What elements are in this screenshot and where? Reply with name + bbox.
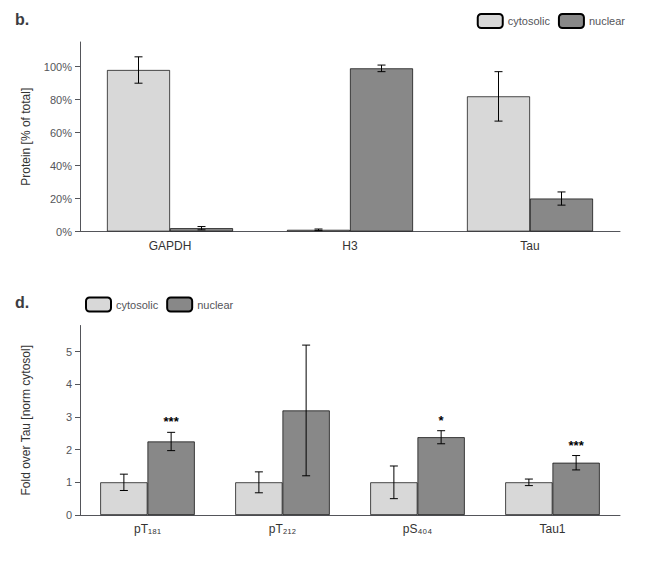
svg-text:GAPDH: GAPDH bbox=[149, 239, 192, 253]
svg-text:Protein [% of total]: Protein [% of total] bbox=[19, 88, 33, 186]
svg-text:***: *** bbox=[164, 414, 180, 429]
svg-text:b.: b. bbox=[15, 11, 29, 28]
svg-text:0%: 0% bbox=[56, 226, 72, 238]
svg-text:H3: H3 bbox=[342, 239, 358, 253]
svg-text:40%: 40% bbox=[50, 160, 72, 172]
svg-text:1: 1 bbox=[66, 476, 72, 488]
svg-text:cytosolic: cytosolic bbox=[508, 15, 551, 27]
svg-text:nuclear: nuclear bbox=[197, 299, 233, 311]
svg-text:Fold over Tau [norm cytosol]: Fold over Tau [norm cytosol] bbox=[19, 345, 33, 496]
svg-text:pT₁₈₁: pT₁₈₁ bbox=[134, 522, 161, 536]
svg-text:*: * bbox=[439, 413, 445, 428]
svg-text:pS₄₀₄: pS₄₀₄ bbox=[403, 522, 433, 536]
svg-text:20%: 20% bbox=[50, 193, 72, 205]
svg-text:2: 2 bbox=[66, 444, 72, 456]
svg-text:5: 5 bbox=[66, 346, 72, 358]
svg-text:Tau: Tau bbox=[520, 239, 539, 253]
svg-text:d.: d. bbox=[15, 294, 29, 311]
svg-text:pT₂₁₂: pT₂₁₂ bbox=[269, 522, 297, 536]
svg-text:cytosolic: cytosolic bbox=[116, 299, 159, 311]
svg-text:60%: 60% bbox=[50, 127, 72, 139]
svg-text:nuclear: nuclear bbox=[589, 15, 625, 27]
svg-text:***: *** bbox=[569, 438, 585, 453]
svg-text:3: 3 bbox=[66, 411, 72, 423]
svg-text:Tau1: Tau1 bbox=[539, 522, 565, 536]
svg-text:4: 4 bbox=[66, 378, 72, 390]
svg-text:80%: 80% bbox=[50, 94, 72, 106]
svg-text:100%: 100% bbox=[44, 61, 72, 73]
svg-text:0: 0 bbox=[66, 509, 72, 521]
